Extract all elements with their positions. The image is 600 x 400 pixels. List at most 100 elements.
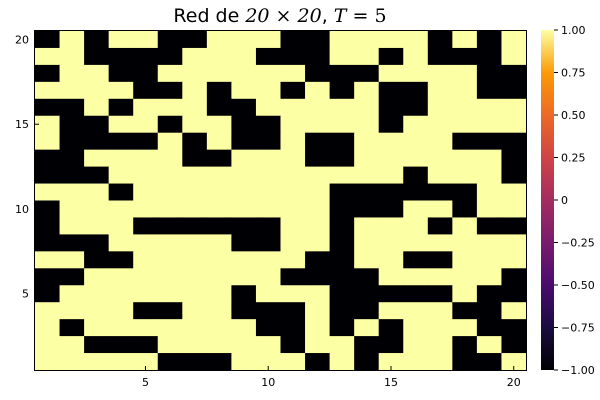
heatmap-cell-x1-y6 [35,268,60,286]
heatmap-cell-x4-y11 [108,183,134,201]
heatmap-cell-x3-y1 [84,353,110,371]
heatmap-cell-x20-y7 [501,251,527,269]
heatmap-cell-x5-y9 [133,217,159,235]
heatmap-cell-x20-y9 [501,217,527,235]
heatmap-cell-x16-y9 [403,217,429,235]
heatmap-cell-x1-y18 [35,64,60,83]
heatmap-cell-x8-y7 [206,251,232,269]
heatmap-cell-x18-y3 [452,319,478,337]
heatmap-cell-x11-y9 [280,217,306,235]
heatmap-cell-x8-y18 [206,64,232,83]
heatmap-cell-x3-y7 [84,251,110,269]
heatmap-cell-x19-y14 [476,132,502,151]
heatmap-cell-x9-y13 [231,149,257,167]
heatmap-cell-x20-y20 [501,31,527,49]
heatmap-cell-x6-y11 [157,183,183,201]
heatmap-cell-x18-y1 [452,353,478,371]
heatmap-cell-x2-y16 [59,98,85,117]
heatmap-cell-x7-y19 [182,47,208,66]
heatmap-cell-x12-y15 [305,115,330,134]
heatmap-cell-x6-y3 [157,319,183,337]
heatmap-cell-x13-y8 [329,234,355,252]
heatmap-cell-x2-y13 [59,149,85,167]
heatmap-cell-x19-y4 [476,302,502,320]
heatmap-cell-x8-y14 [206,132,232,151]
heatmap-cell-x13-y11 [329,183,355,201]
heatmap-cell-x10-y6 [255,268,281,286]
heatmap-cell-x17-y19 [427,47,453,66]
chart-title: Red de 20 × 20, T = 5 [173,5,386,27]
heatmap-cell-x1-y4 [35,302,60,320]
heatmap-cell-x18-y2 [452,336,478,354]
colorbar-tick-label: 0.75 [561,67,586,80]
heatmap-cell-x17-y15 [427,115,453,134]
heatmap-cell-x9-y14 [231,132,257,151]
heatmap-cell-x14-y17 [354,81,380,100]
heatmap-cell-x10-y3 [255,319,281,337]
heatmap-cell-x20-y18 [501,64,527,83]
heatmap-cell-x16-y19 [403,47,429,66]
heatmap-cell-x10-y11 [255,183,281,201]
heatmap-cell-x16-y20 [403,31,429,49]
heatmap-cell-x19-y20 [476,31,502,49]
heatmap-cell-x4-y3 [108,319,134,337]
heatmap-cell-x5-y19 [133,47,159,66]
heatmap-cell-x20-y6 [501,268,527,286]
heatmap-cell-x2-y4 [59,302,85,320]
heatmap-cell-x3-y13 [84,149,110,167]
heatmap-cell-x18-y13 [452,149,478,167]
heatmap-cell-x9-y16 [231,98,257,117]
heatmap-cell-x5-y15 [133,115,159,134]
heatmap-cell-x5-y16 [133,98,159,117]
y-tick-label-5: 5 [22,288,29,301]
heatmap-cell-x9-y2 [231,336,257,354]
colorbar-tick-label: 1.00 [561,24,586,37]
heatmap-cell-x7-y5 [182,285,208,303]
heatmap-cell-x13-y2 [329,336,355,354]
heatmap-cell-x7-y11 [182,183,208,201]
heatmap-cell-x18-y6 [452,268,478,286]
heatmap-cell-x3-y9 [84,217,110,235]
heatmap-cell-x11-y1 [280,353,306,371]
heatmap-cell-x17-y5 [427,285,453,303]
heatmap-cell-x16-y11 [403,183,429,201]
heatmap-cell-x1-y15 [35,115,60,134]
y-tick-label-15: 15 [15,118,29,131]
plot-frame [34,30,527,371]
heatmap-cell-x12-y10 [305,200,330,218]
heatmap-cell-x16-y13 [403,149,429,167]
heatmap-cell-x19-y1 [476,353,502,371]
heatmap-cell-x1-y20 [35,31,60,49]
colorbar-tick-label: −0.50 [561,279,595,292]
heatmap-cell-x15-y4 [378,302,404,320]
heatmap-cell-x12-y7 [305,251,330,269]
heatmap-cell-x17-y16 [427,98,453,117]
heatmap-cell-x19-y18 [476,64,502,83]
heatmap-cell-x17-y7 [427,251,453,269]
heatmap-cell-x8-y13 [206,149,232,167]
heatmap-cell-x11-y19 [280,47,306,66]
heatmap-cell-x7-y14 [182,132,208,151]
heatmap-cell-x7-y4 [182,302,208,320]
heatmap-cell-x19-y15 [476,115,502,134]
heatmap-cell-x4-y8 [108,234,134,252]
heatmap-cell-x6-y2 [157,336,183,354]
heatmap-cell-x5-y17 [133,81,159,100]
heatmap-cell-x19-y19 [476,47,502,66]
heatmap-cell-x15-y9 [378,217,404,235]
heatmap-cell-x8-y16 [206,98,232,117]
heatmap-cell-x12-y12 [305,166,330,184]
heatmap-cell-x11-y16 [280,98,306,117]
heatmap-cell-x18-y11 [452,183,478,201]
heatmap-cell-x5-y1 [133,353,159,371]
heatmap-cell-x18-y19 [452,47,478,66]
heatmap-cell-x13-y16 [329,98,355,117]
heatmap-cell-x20-y8 [501,234,527,252]
heatmap-cell-x17-y17 [427,81,453,100]
heatmap-cell-x6-y20 [157,31,183,49]
heatmap-cell-x17-y20 [427,31,453,49]
x-tick-label-20: 20 [507,376,521,389]
heatmap-cell-x6-y19 [157,47,183,66]
heatmap-cell-x18-y18 [452,64,478,83]
heatmap-cell-x6-y18 [157,64,183,83]
